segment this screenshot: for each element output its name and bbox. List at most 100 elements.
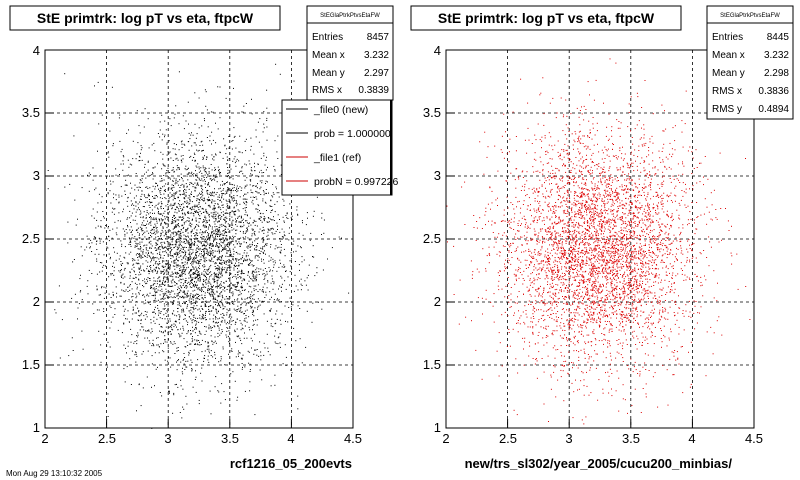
left-scatter-point — [188, 224, 190, 226]
left-scatter-point — [245, 185, 247, 187]
left-scatter-point — [244, 233, 246, 234]
left-scatter-point — [221, 238, 223, 240]
left-scatter-point — [195, 300, 197, 302]
left-scatter-point — [168, 188, 170, 190]
left-scatter-point — [189, 294, 191, 296]
left-scatter-point — [177, 252, 179, 254]
left-scatter-point — [237, 277, 239, 279]
left-scatter-point — [274, 140, 276, 142]
left-scatter-point — [175, 262, 177, 264]
left-scatter-point — [241, 220, 243, 221]
left-scatter-point — [243, 337, 245, 339]
left-scatter-point — [231, 196, 233, 198]
left-scatter-point — [164, 120, 166, 122]
left-scatter-point — [169, 230, 171, 232]
right-scatter-point — [623, 287, 625, 289]
left-scatter-point — [203, 286, 205, 288]
left-scatter-point — [230, 176, 232, 178]
left-scatter-point — [321, 234, 322, 235]
left-scatter-point — [211, 180, 213, 182]
left-scatter-point — [243, 289, 245, 291]
left-scatter-point — [221, 262, 223, 264]
left-scatter-point — [184, 188, 185, 190]
left-scatter-point — [156, 222, 158, 224]
left-scatter-point — [203, 360, 205, 362]
left-scatter-point — [144, 225, 146, 226]
left-scatter-point — [164, 284, 166, 286]
left-scatter-point — [166, 276, 168, 278]
left-scatter-point — [181, 177, 182, 178]
left-scatter-point — [212, 291, 214, 293]
left-scatter-point — [264, 275, 266, 277]
left-scatter-point — [149, 237, 151, 239]
left-scatter-point — [227, 176, 229, 178]
left-scatter-point — [253, 320, 254, 322]
left-scatter-point — [170, 326, 172, 328]
left-scatter-point — [227, 327, 229, 329]
left-scatter-point — [201, 249, 203, 250]
left-scatter-point — [190, 226, 192, 228]
left-scatter-point — [262, 198, 264, 200]
left-scatter-point — [254, 233, 255, 235]
left-scatter-point — [182, 285, 184, 286]
left-scatter-point — [150, 301, 151, 303]
right-scatter-point — [639, 239, 641, 241]
left-scatter-point — [211, 232, 213, 234]
left-scatter-point — [115, 168, 117, 170]
left-scatter-point — [97, 150, 98, 152]
left-scatter-point — [80, 246, 82, 248]
left-scatter-point — [132, 260, 134, 262]
left-scatter-point — [198, 214, 199, 216]
left-scatter-point — [190, 343, 192, 345]
left-scatter-point — [272, 258, 274, 260]
left-scatter-point — [291, 268, 293, 270]
left-scatter-point — [222, 313, 224, 314]
left-scatter-point — [202, 156, 204, 158]
left-scatter-point — [64, 73, 66, 75]
left-scatter-point — [242, 366, 243, 368]
left-scatter-point — [155, 267, 157, 268]
left-scatter-point — [172, 232, 174, 234]
left-scatter-point — [165, 232, 167, 234]
left-scatter-point — [180, 173, 182, 175]
left-scatter-point — [179, 190, 181, 192]
left-scatter-point — [213, 241, 214, 243]
left-scatter-point — [221, 255, 223, 257]
left-scatter-point — [186, 259, 188, 261]
left-scatter-point — [233, 250, 235, 252]
left-scatter-point — [274, 335, 276, 337]
left-scatter-point — [164, 222, 165, 224]
left-scatter-point — [180, 305, 182, 307]
left-scatter-point — [275, 230, 277, 232]
left-scatter-point — [163, 342, 164, 344]
left-scatter-point — [227, 223, 229, 225]
left-scatter-point — [204, 120, 205, 122]
left-scatter-point — [183, 252, 184, 254]
left-scatter-point — [180, 141, 182, 143]
left-scatter-point — [217, 199, 219, 200]
left-scatter-point — [232, 224, 234, 226]
left-scatter-point — [135, 277, 137, 279]
left-scatter-point — [189, 208, 191, 210]
left-scatter-point — [220, 283, 222, 285]
right-scatter-point — [633, 313, 635, 315]
left-scatter-point — [155, 313, 156, 315]
left-scatter-point — [204, 155, 205, 157]
left-scatter-point — [198, 168, 200, 170]
left-scatter-point — [123, 368, 125, 370]
left-scatter-point — [272, 209, 273, 211]
left-scatter-point — [162, 215, 164, 217]
left-scatter-point — [251, 306, 253, 308]
left-scatter-point — [215, 228, 217, 230]
left-scatter-point — [202, 167, 204, 169]
left-scatter-point — [219, 334, 221, 336]
left-scatter-point — [185, 236, 187, 238]
left-scatter-point — [245, 201, 247, 203]
left-scatter-point — [249, 247, 251, 248]
left-scatter-point — [163, 235, 165, 237]
left-scatter-point — [229, 166, 231, 168]
left-scatter-point — [206, 198, 208, 200]
left-scatter-point — [233, 285, 235, 287]
left-scatter-point — [240, 215, 242, 217]
left-scatter-point — [219, 295, 221, 297]
